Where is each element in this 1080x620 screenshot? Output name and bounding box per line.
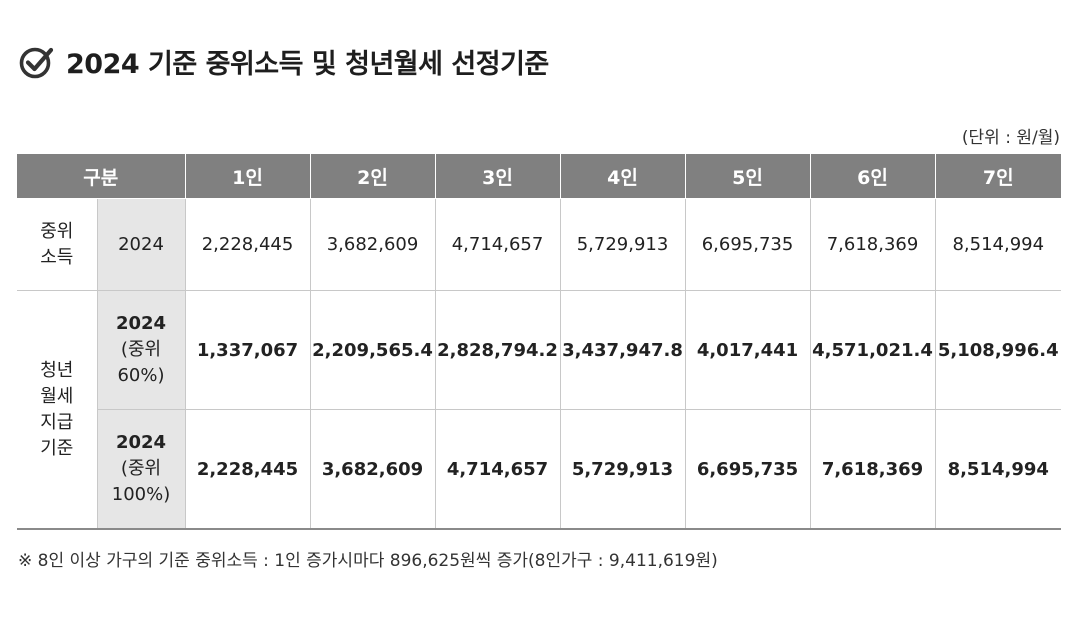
table-cell: 4,571,021.4 (809, 290, 936, 410)
table-cell: 4,714,657 (434, 198, 561, 291)
unit-label: (단위 : 원/월) (961, 128, 1060, 148)
header-1-person: 1인 (184, 154, 311, 199)
table-cell: 2,209,565.4 (309, 290, 436, 410)
table-cell: 5,729,913 (559, 409, 686, 530)
table-cell: 2,828,794.2 (434, 290, 561, 410)
youth-60-year-cell: 2024 (중위 60%) (96, 290, 186, 410)
header-4-person: 4인 (559, 154, 686, 199)
header-7-person: 7인 (934, 154, 1061, 199)
table-cell: 7,618,369 (809, 198, 936, 291)
table-cell: 4,017,441 (684, 290, 811, 410)
header-2-person: 2인 (309, 154, 436, 199)
table-cell: 7,618,369 (809, 409, 936, 530)
page-header: 2024 기준 중위소득 및 청년월세 선정기준 (18, 42, 549, 81)
table-cell: 2,228,445 (184, 198, 311, 291)
footnote: ※ 8인 이상 가구의 기준 중위소득 : 1인 증가시마다 896,625원씩… (18, 551, 718, 571)
table-row-youth-100: 2024 (중위 100%) 2,228,445 3,682,609 4,714… (17, 409, 1061, 530)
median-income-year: 2024 (96, 198, 186, 291)
table-cell: 5,729,913 (559, 198, 686, 291)
header-5-person: 5인 (684, 154, 811, 199)
median-income-label: 중위 소득 (17, 198, 98, 291)
table-cell: 8,514,994 (934, 198, 1061, 291)
table-row-median-income: 중위 소득 2024 2,228,445 3,682,609 4,714,657… (17, 198, 1061, 291)
income-table: 구분 1인 2인 3인 4인 5인 6인 7인 중위 소득 2024 2,228… (17, 154, 1061, 530)
table-cell: 3,437,947.8 (559, 290, 686, 410)
youth-100-year-cell: 2024 (중위 100%) (97, 409, 186, 530)
table-cell: 3,682,609 (309, 198, 436, 291)
table-cell: 6,695,735 (684, 198, 811, 291)
table-cell: 4,714,657 (434, 409, 561, 530)
table-cell: 3,682,609 (309, 409, 436, 530)
table-cell: 6,695,735 (684, 409, 811, 530)
page-title: 2024 기준 중위소득 및 청년월세 선정기준 (66, 49, 549, 80)
table-row-youth-60: 청년 월세 지급 기준 2024 (중위 60%) 1,337,067 2,20… (17, 290, 1061, 530)
check-circle-icon (19, 47, 54, 78)
table-cell: 2,228,445 (184, 409, 311, 530)
header-6-person: 6인 (809, 154, 936, 199)
header-row: 구분 1인 2인 3인 4인 5인 6인 7인 (17, 154, 1061, 199)
table-cell: 5,108,996.4 (934, 290, 1061, 410)
table-cell: 1,337,067 (184, 290, 311, 410)
table-cell: 8,514,994 (934, 409, 1061, 530)
header-category: 구분 (17, 154, 186, 199)
youth-rent-label: 청년 월세 지급 기준 (17, 290, 98, 530)
header-3-person: 3인 (434, 154, 561, 199)
